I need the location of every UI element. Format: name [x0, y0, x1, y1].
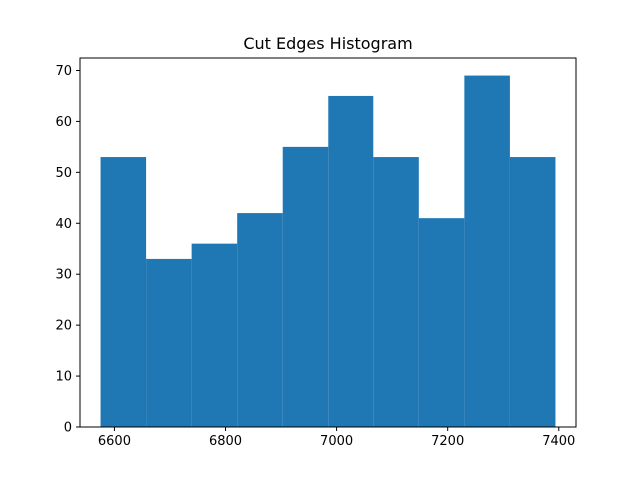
y-tick-label: 30: [55, 268, 72, 283]
plot-frame: [79, 57, 577, 428]
y-tick-label: 70: [55, 64, 72, 79]
histogram-bar: [100, 157, 147, 427]
chart-title: Cut Edges Histogram: [243, 34, 412, 53]
x-tick-label: 6800: [209, 434, 242, 449]
x-tick-label: 6600: [98, 434, 131, 449]
histogram-bar: [373, 157, 419, 427]
histogram-bar: [418, 218, 465, 427]
y-tick-label: 40: [55, 217, 72, 232]
y-tick-label: 10: [55, 370, 72, 385]
axes-layer: 6600 6800 7000 7200 7400 0 10 20 30 40 50 60 70: [55, 57, 577, 449]
histogram-bar: [282, 146, 329, 427]
bars-layer: [100, 75, 556, 428]
y-tick-label: 20: [55, 319, 72, 334]
x-tick-label: 7200: [431, 434, 464, 449]
histogram-bar: [464, 75, 510, 428]
x-tick-label: 7000: [320, 434, 353, 449]
histogram-bar: [509, 157, 556, 427]
histogram-bar: [191, 243, 238, 427]
y-tick-label: 0: [64, 421, 72, 436]
y-tick-label: 60: [55, 115, 72, 130]
histogram-bar: [237, 213, 283, 427]
histogram-bar: [146, 258, 192, 427]
x-tick-label: 7400: [542, 434, 575, 449]
y-tick-label: 50: [55, 166, 72, 181]
histogram-bar: [328, 95, 374, 428]
